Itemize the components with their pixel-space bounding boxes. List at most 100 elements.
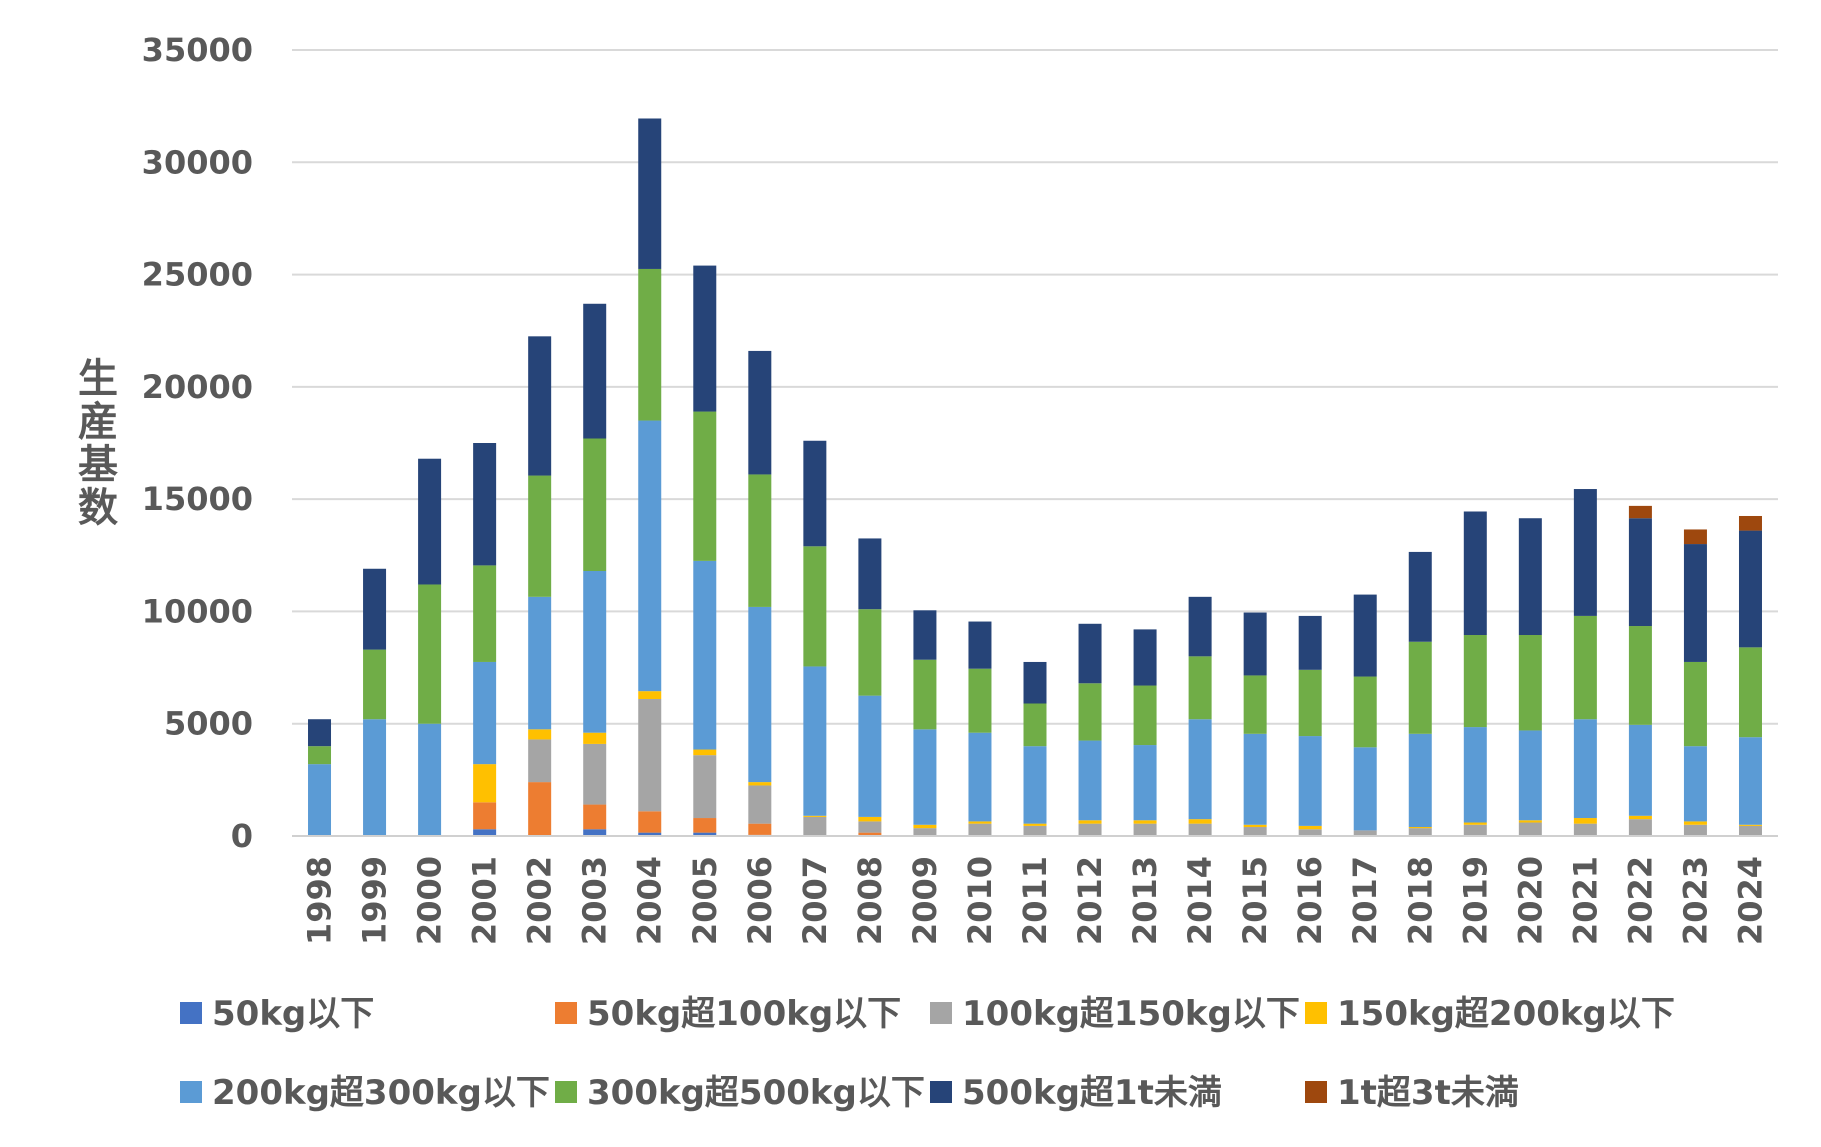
bar-segment [363,568,387,650]
x-tick-label: 2001 [466,856,504,945]
bar-segment [1738,737,1762,825]
bar-segment [583,438,607,572]
bar-segment [583,829,607,836]
bar-segment [1573,489,1597,616]
x-tick-label: 2017 [1346,856,1384,945]
bar-segment [748,785,772,824]
bar-segment [1518,635,1542,731]
bar-segment [913,659,937,730]
y-tick-label: 10000 [142,592,253,630]
bar-segment [1243,827,1267,836]
bar-segment [1683,661,1707,747]
bar-segment [528,596,552,730]
x-tick-label: 1999 [356,856,394,945]
bar-segment [528,782,552,836]
bar-segment [638,118,662,269]
bar-segment [1133,745,1157,821]
y-tick-label: 5000 [164,705,253,743]
y-axis-label-char: 数 [78,485,118,531]
y-axis-label-char: 産 [78,399,118,445]
bar-segment [1023,825,1047,836]
bar-segment [583,743,607,805]
bar-segment [1628,815,1652,820]
bar-segment [968,823,992,836]
legend-swatch [930,1002,952,1024]
bar-segment [1133,823,1157,836]
bar-segment [583,804,607,830]
bars [308,118,1762,836]
x-tick-label: 2004 [631,856,669,945]
bar-segment [638,699,662,812]
bar-segment [1628,626,1652,725]
bar-segment [748,782,772,786]
bar-segment [1133,820,1157,824]
bar-segment [1408,828,1432,836]
bar-segment [1133,685,1157,746]
x-tick-label: 2021 [1566,856,1604,945]
bar-segment [1683,529,1707,545]
legend-label: 1t超3t未満 [1337,1073,1519,1113]
bar-segment [968,732,992,822]
bar-segment [1518,822,1542,836]
legend-label: 500kg超1t未満 [962,1073,1222,1113]
bar-segment [528,475,552,597]
bar-segment [1353,676,1377,748]
bar-segment [1573,818,1597,824]
bar-segment [693,265,717,412]
bar-segment [1628,724,1652,816]
bar-segment [913,729,937,825]
bar-segment [1078,740,1102,821]
bar-segment [583,303,607,439]
bar-segment [1738,530,1762,648]
bar-segment [968,668,992,733]
bar-segment [1408,733,1432,828]
x-tick-label: 2022 [1621,856,1659,945]
bar-segment [1078,820,1102,824]
bar-segment [1078,823,1102,836]
bar-segment [1628,819,1652,836]
bar-segment [748,474,772,607]
x-tick-label: 2013 [1126,856,1164,945]
bar-segment [693,818,717,833]
bar-segment [363,649,387,720]
bar-segment [1353,747,1377,831]
bar-segment [858,695,882,817]
x-tick-label: 2016 [1291,856,1329,945]
bar-segment [1243,612,1267,676]
x-tick-label: 2002 [521,856,559,945]
legend-label: 300kg超500kg以下 [587,1073,925,1113]
bar-segment [528,739,552,783]
bar-segment [638,691,662,700]
bar-segment [1463,511,1487,636]
bar-segment [1463,822,1487,825]
bar-segment [1298,615,1322,670]
bar-segment [803,666,827,816]
x-tick-label: 2014 [1181,856,1219,945]
bar-segment [1298,825,1322,830]
x-tick-label: 1998 [301,856,339,945]
bar-segment [693,749,717,756]
bar-segment [1188,719,1212,820]
bar-segment [638,420,662,692]
bar-segment [1738,824,1762,826]
bar-segment [968,821,992,824]
bar-segment [1518,820,1542,823]
x-tick-label: 2009 [906,856,944,945]
legend-swatch [555,1002,577,1024]
legend-label: 50kg以下 [212,994,374,1034]
bar-segment [583,732,607,744]
x-tick-label: 2011 [1016,856,1054,945]
y-tick-label: 25000 [142,256,253,294]
y-tick-label: 0 [231,817,253,855]
bar-segment [1188,819,1212,824]
bar-segment [1078,683,1102,741]
x-tick-label: 2007 [796,856,834,945]
bar-segment [1463,727,1487,823]
bar-segment [693,832,717,836]
x-tick-label: 2020 [1511,856,1549,945]
bar-segment [1023,823,1047,826]
bar-segment [693,560,717,750]
bar-segment [473,661,497,765]
x-tick-label: 2023 [1676,856,1714,945]
